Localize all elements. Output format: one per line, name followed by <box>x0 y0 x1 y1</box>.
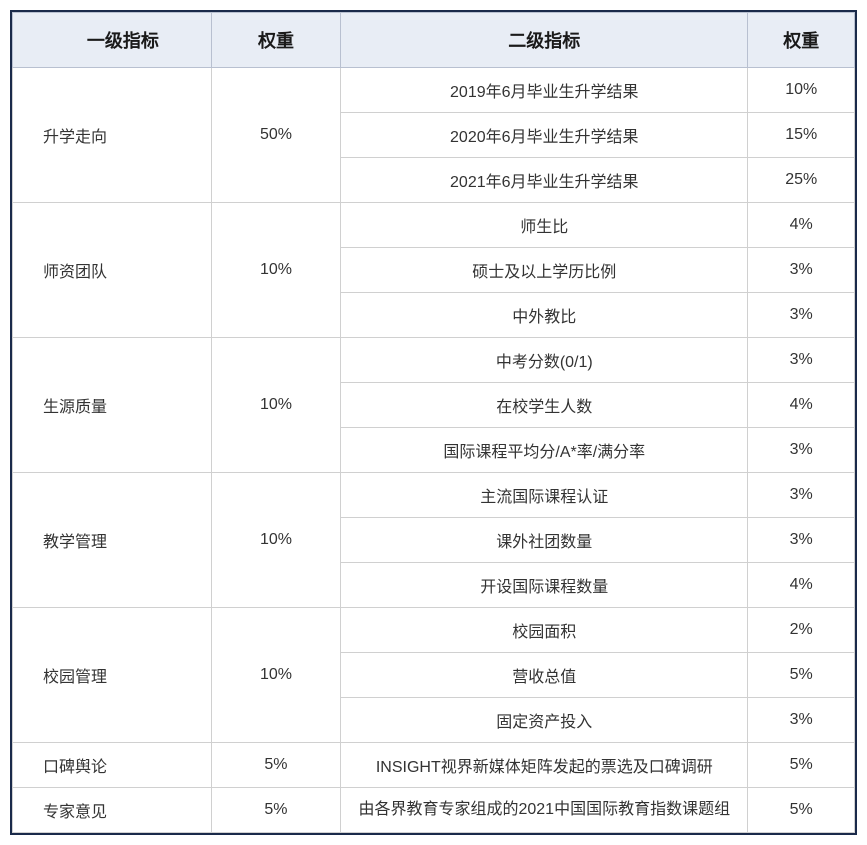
header-secondary: 二级指标 <box>341 13 748 68</box>
secondary-weight-cell: 2% <box>748 608 855 653</box>
secondary-weight-cell: 3% <box>748 428 855 473</box>
table-row: 升学走向50%2019年6月毕业生升学结果10% <box>13 68 855 113</box>
primary-indicator-cell: 升学走向 <box>13 68 212 203</box>
secondary-weight-cell: 3% <box>748 338 855 383</box>
secondary-indicator-cell: 国际课程平均分/A*率/满分率 <box>341 428 748 473</box>
table-row: 师资团队10%师生比4% <box>13 203 855 248</box>
secondary-weight-cell: 25% <box>748 158 855 203</box>
secondary-weight-cell: 3% <box>748 293 855 338</box>
primary-weight-cell: 5% <box>211 743 340 788</box>
secondary-indicator-cell: INSIGHT视界新媒体矩阵发起的票选及口碑调研 <box>341 743 748 788</box>
secondary-weight-cell: 3% <box>748 698 855 743</box>
header-primary: 一级指标 <box>13 13 212 68</box>
table-row: 校园管理10%校园面积2% <box>13 608 855 653</box>
header-weight2: 权重 <box>748 13 855 68</box>
secondary-indicator-cell: 在校学生人数 <box>341 383 748 428</box>
table-header: 一级指标 权重 二级指标 权重 <box>13 13 855 68</box>
table-row: 口碑舆论5%INSIGHT视界新媒体矩阵发起的票选及口碑调研5% <box>13 743 855 788</box>
secondary-indicator-cell: 2020年6月毕业生升学结果 <box>341 113 748 158</box>
header-row: 一级指标 权重 二级指标 权重 <box>13 13 855 68</box>
secondary-weight-cell: 5% <box>748 788 855 833</box>
primary-weight-cell: 10% <box>211 203 340 338</box>
primary-indicator-cell: 口碑舆论 <box>13 743 212 788</box>
secondary-weight-cell: 4% <box>748 203 855 248</box>
secondary-indicator-cell: 校园面积 <box>341 608 748 653</box>
table-row: 生源质量10%中考分数(0/1)3% <box>13 338 855 383</box>
secondary-indicator-cell: 硕士及以上学历比例 <box>341 248 748 293</box>
secondary-weight-cell: 5% <box>748 743 855 788</box>
table-row: 教学管理10%主流国际课程认证3% <box>13 473 855 518</box>
secondary-indicator-cell: 中外教比 <box>341 293 748 338</box>
secondary-indicator-cell: 中考分数(0/1) <box>341 338 748 383</box>
secondary-weight-cell: 3% <box>748 518 855 563</box>
secondary-weight-cell: 3% <box>748 473 855 518</box>
table-row: 专家意见5%由各界教育专家组成的2021中国国际教育指数课题组5% <box>13 788 855 833</box>
header-weight1: 权重 <box>211 13 340 68</box>
table-body: 升学走向50%2019年6月毕业生升学结果10%2020年6月毕业生升学结果15… <box>13 68 855 833</box>
primary-indicator-cell: 专家意见 <box>13 788 212 833</box>
secondary-indicator-cell: 由各界教育专家组成的2021中国国际教育指数课题组 <box>341 788 748 833</box>
primary-weight-cell: 50% <box>211 68 340 203</box>
secondary-weight-cell: 4% <box>748 383 855 428</box>
primary-weight-cell: 10% <box>211 473 340 608</box>
secondary-indicator-cell: 主流国际课程认证 <box>341 473 748 518</box>
secondary-indicator-cell: 课外社团数量 <box>341 518 748 563</box>
primary-weight-cell: 10% <box>211 608 340 743</box>
primary-weight-cell: 5% <box>211 788 340 833</box>
indicator-table: 一级指标 权重 二级指标 权重 升学走向50%2019年6月毕业生升学结果10%… <box>12 12 855 833</box>
secondary-weight-cell: 15% <box>748 113 855 158</box>
primary-indicator-cell: 教学管理 <box>13 473 212 608</box>
primary-indicator-cell: 生源质量 <box>13 338 212 473</box>
secondary-indicator-cell: 营收总值 <box>341 653 748 698</box>
secondary-weight-cell: 3% <box>748 248 855 293</box>
secondary-indicator-cell: 开设国际课程数量 <box>341 563 748 608</box>
secondary-indicator-cell: 2019年6月毕业生升学结果 <box>341 68 748 113</box>
secondary-weight-cell: 4% <box>748 563 855 608</box>
secondary-weight-cell: 10% <box>748 68 855 113</box>
secondary-indicator-cell: 师生比 <box>341 203 748 248</box>
indicator-table-container: 一级指标 权重 二级指标 权重 升学走向50%2019年6月毕业生升学结果10%… <box>10 10 857 835</box>
primary-indicator-cell: 校园管理 <box>13 608 212 743</box>
secondary-weight-cell: 5% <box>748 653 855 698</box>
primary-weight-cell: 10% <box>211 338 340 473</box>
primary-indicator-cell: 师资团队 <box>13 203 212 338</box>
secondary-indicator-cell: 2021年6月毕业生升学结果 <box>341 158 748 203</box>
secondary-indicator-cell: 固定资产投入 <box>341 698 748 743</box>
